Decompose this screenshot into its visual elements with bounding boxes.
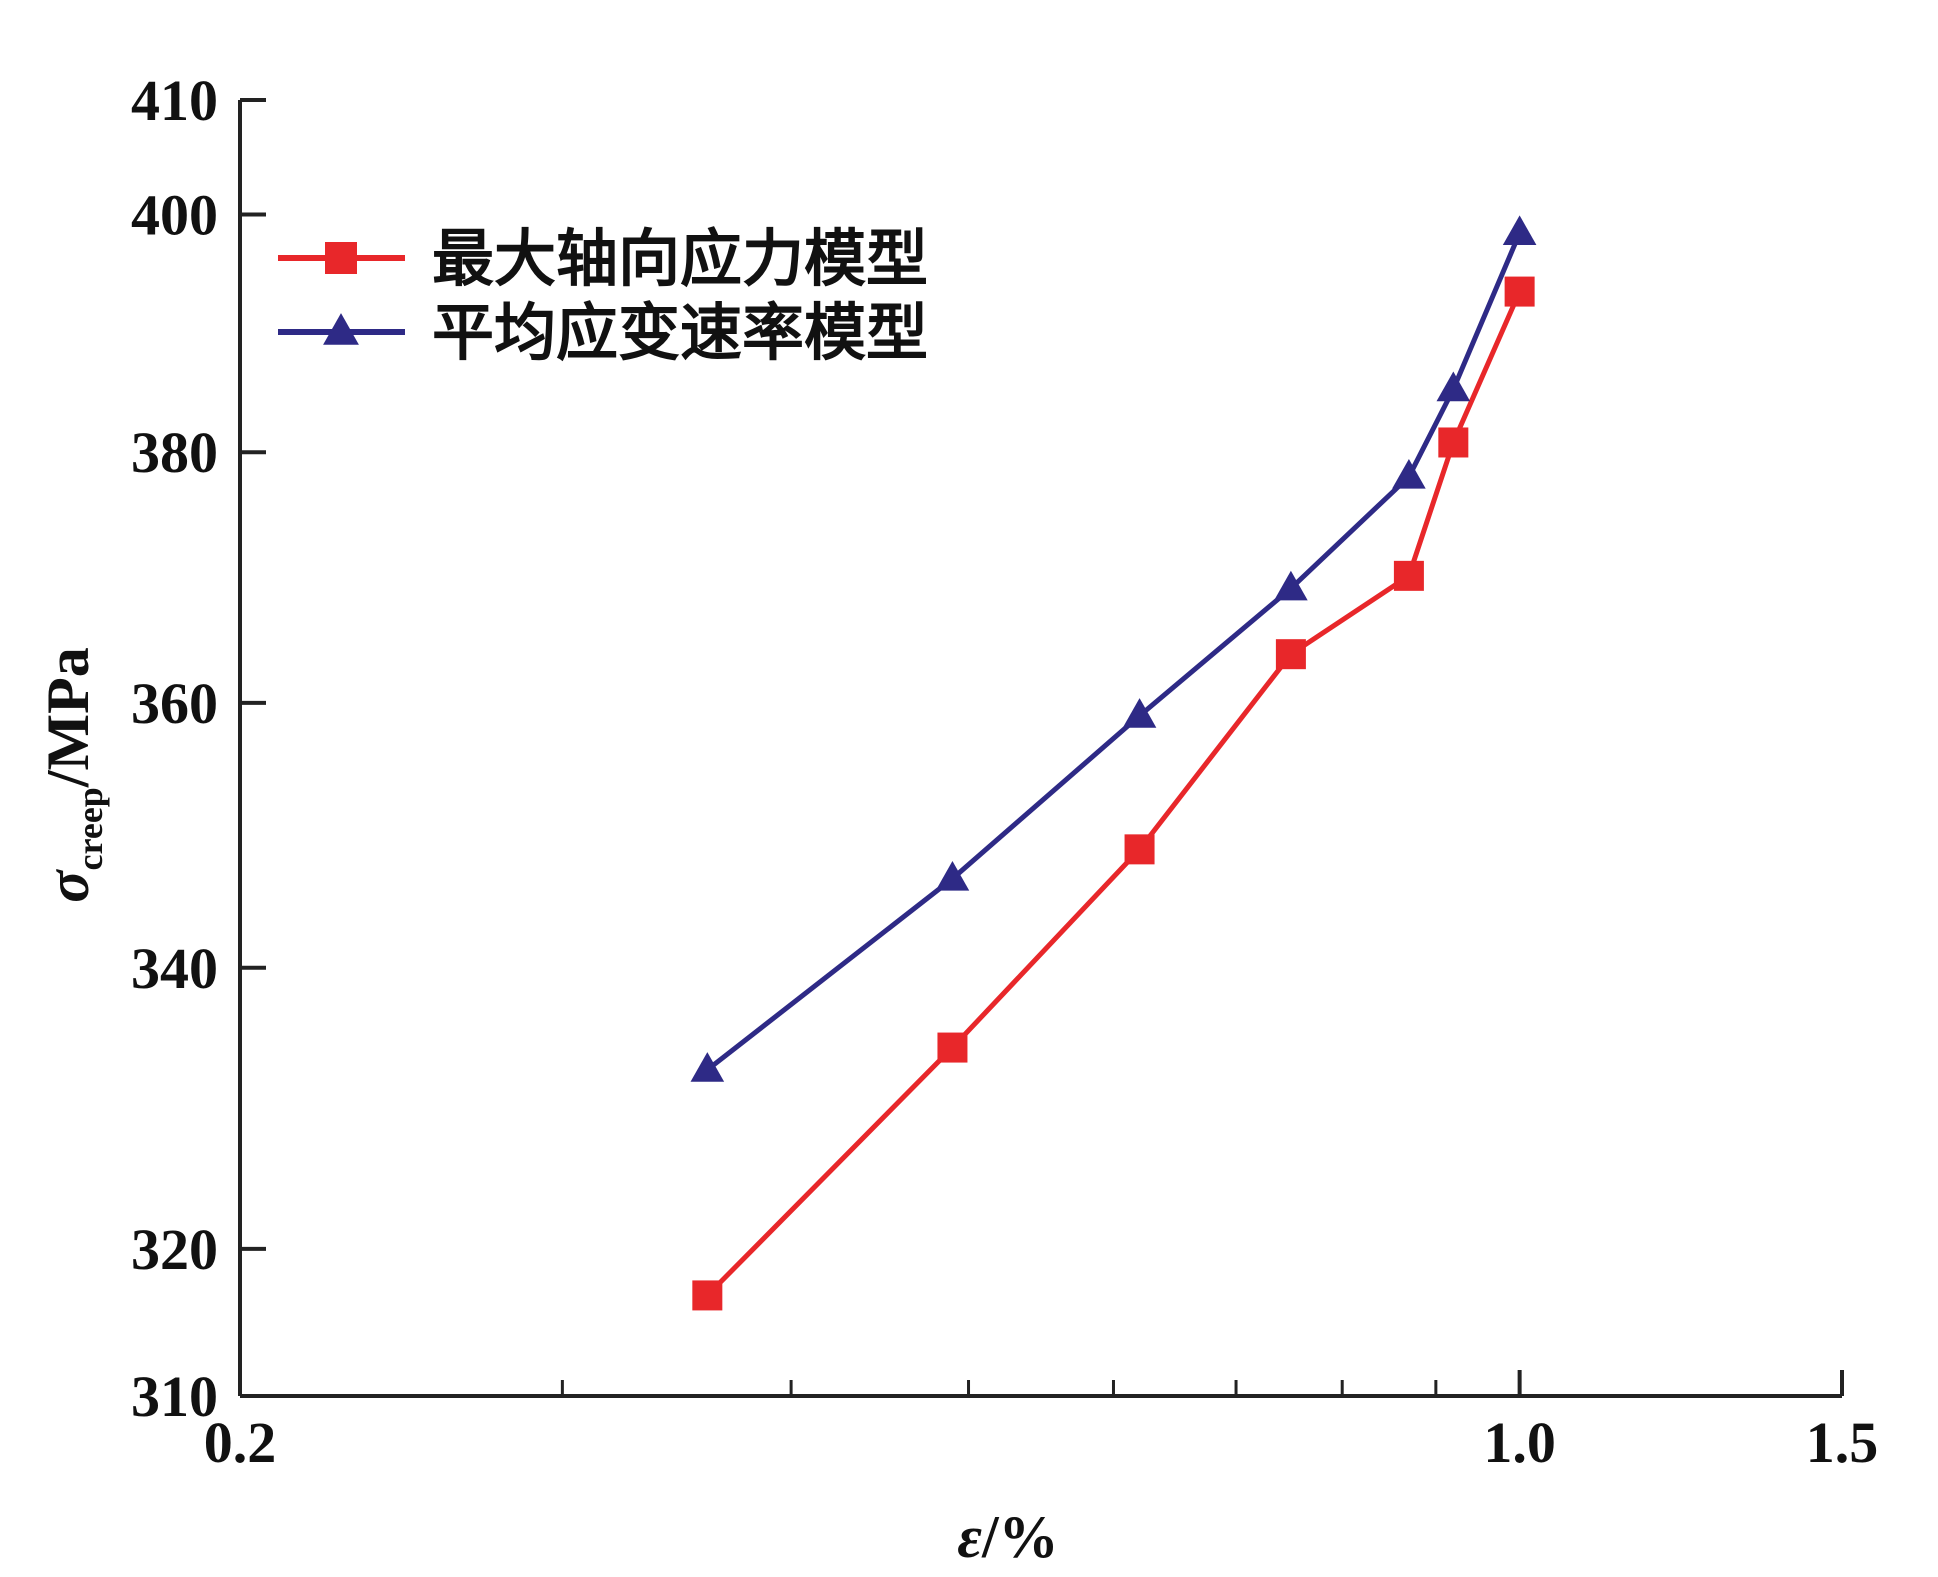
y-axis-title: σcreep/MPa (35, 647, 110, 903)
x-axis-symbol: ε (957, 1504, 982, 1570)
triangle-marker (1502, 215, 1537, 246)
y-tick-label: 360 (131, 671, 218, 736)
y-axis-unit: /MPa (35, 647, 101, 788)
triangle-marker (1392, 459, 1426, 489)
square-marker (1438, 427, 1469, 458)
square-marker (1275, 639, 1306, 670)
triangle-marker (1274, 570, 1308, 601)
triangle-marker (690, 1052, 725, 1082)
series-line (705, 290, 1522, 1298)
x-axis-unit: /% (981, 1504, 1059, 1570)
square-marker (1393, 560, 1424, 591)
y-tick-label: 320 (131, 1217, 218, 1282)
legend-item-1: 平均应变速率模型 (278, 296, 928, 369)
y-tick-label: 410 (131, 68, 218, 133)
legend-label: 平均应变速率模型 (432, 296, 928, 369)
x-tick-label: 1.0 (1483, 1410, 1556, 1475)
series-1 (690, 215, 1537, 1082)
y-axis-symbol: σ (35, 869, 101, 903)
square-marker (692, 1280, 723, 1311)
series-layer (690, 215, 1537, 1311)
triangle-marker (935, 861, 970, 891)
y-tick-label: 380 (131, 420, 218, 485)
x-tick-labels: 0.2 1.0 1.5 (204, 1370, 1879, 1475)
x-tick-label: 1.5 (1806, 1410, 1879, 1475)
triangle-marker (1436, 371, 1471, 402)
y-tick-label: 310 (131, 1364, 218, 1429)
legend-item-0: 最大轴向应力模型 (278, 222, 928, 295)
square-marker (1504, 276, 1535, 307)
y-tick-label: 340 (131, 936, 218, 1001)
triangle-marker (1122, 698, 1157, 728)
axes (238, 100, 1842, 1398)
y-tick-label: 400 (131, 182, 218, 247)
square-marker (937, 1032, 968, 1063)
minor-ticks (560, 1380, 1438, 1396)
x-tick-label: 0.2 (204, 1410, 277, 1475)
square-marker (325, 242, 357, 274)
series-0 (692, 276, 1535, 1311)
triangle-marker (323, 313, 359, 345)
y-tick-labels: 310 320 340 360 380 400 410 (131, 68, 266, 1429)
square-marker (1124, 834, 1155, 865)
legend-label: 最大轴向应力模型 (432, 222, 928, 295)
y-axis-subscript: creep (70, 787, 110, 870)
x-axis-title: ε/% (957, 1504, 1058, 1570)
